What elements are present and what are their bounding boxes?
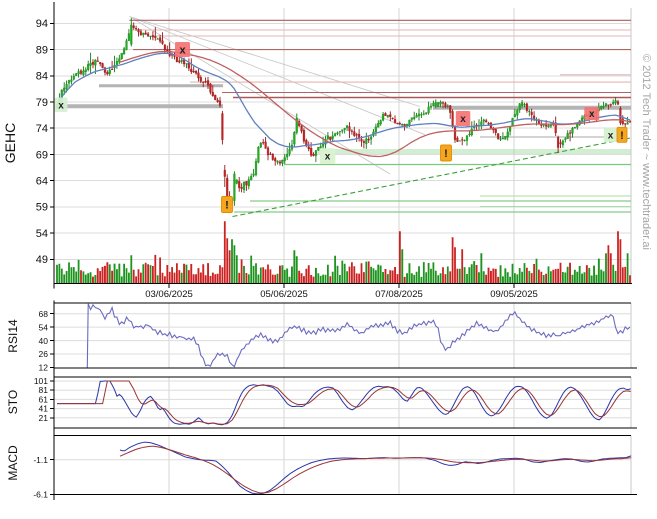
svg-text:x: x [179,45,186,57]
svg-text:101: 101 [34,376,48,386]
svg-text:RSI14: RSI14 [6,319,20,353]
svg-text:54: 54 [36,228,48,240]
svg-text:!: ! [620,130,624,142]
svg-text:79: 79 [36,97,48,109]
svg-text:STO: STO [6,390,20,414]
svg-text:x: x [58,100,64,111]
svg-text:74: 74 [36,123,48,135]
svg-text:26: 26 [39,349,49,359]
svg-text:94: 94 [36,18,48,30]
svg-text:41: 41 [39,404,49,414]
svg-text:05/06/2025: 05/06/2025 [260,289,308,300]
svg-text:© 2012 Tech Trader ~ www.techt: © 2012 Tech Trader ~ www.techtrader.ai [640,54,652,250]
svg-text:59: 59 [36,202,48,214]
svg-text:03/06/2025: 03/06/2025 [145,289,193,300]
svg-text:x: x [589,109,595,120]
svg-text:40: 40 [39,336,49,346]
svg-text:54: 54 [39,322,49,332]
svg-text:69: 69 [36,149,48,161]
svg-text:GEHC: GEHC [2,123,18,163]
svg-text:12: 12 [39,363,49,373]
svg-text:x: x [608,131,614,142]
svg-text:64: 64 [36,176,48,188]
svg-text:09/05/2025: 09/05/2025 [490,289,538,300]
svg-text:!: ! [225,200,229,212]
svg-text:MACD: MACD [6,445,20,481]
svg-text:07/08/2025: 07/08/2025 [375,289,423,300]
svg-text:-6.1: -6.1 [33,490,48,500]
svg-text:49: 49 [36,254,48,266]
svg-text:x: x [460,114,466,125]
svg-text:!: ! [444,148,448,160]
svg-text:-1.1: -1.1 [33,455,48,465]
svg-text:x: x [325,152,331,163]
svg-text:61: 61 [39,394,49,404]
svg-text:81: 81 [39,385,49,395]
svg-text:68: 68 [39,309,49,319]
svg-text:89: 89 [36,44,48,56]
svg-text:21: 21 [39,413,49,423]
svg-text:84: 84 [36,71,48,83]
